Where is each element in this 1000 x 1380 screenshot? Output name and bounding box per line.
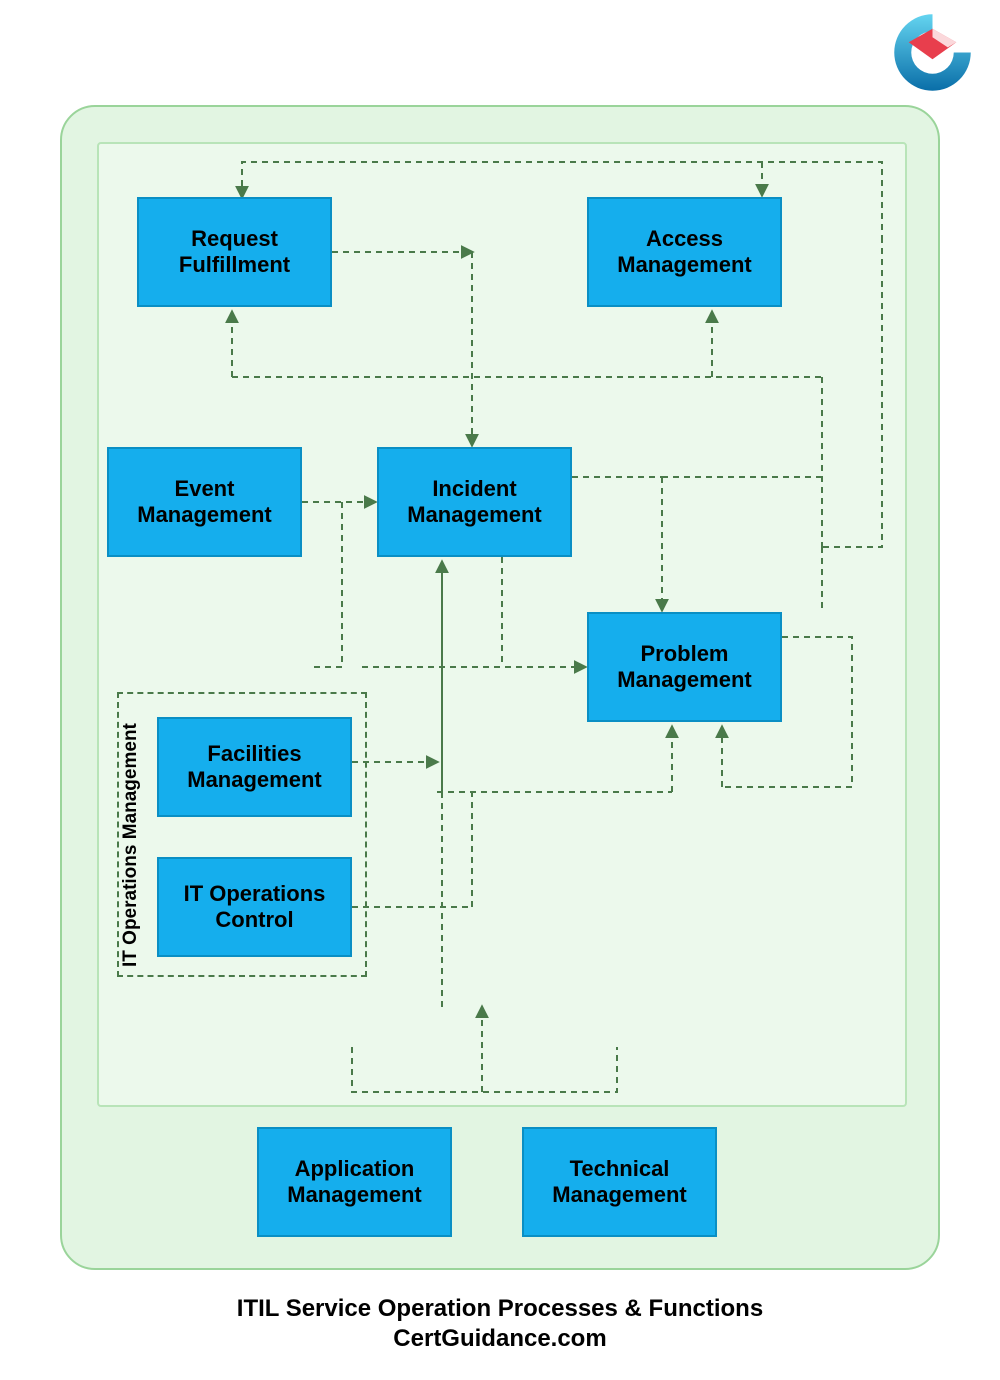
node-label: RequestFulfillment bbox=[179, 226, 290, 279]
diagram-title: ITIL Service Operation Processes & Funct… bbox=[0, 1295, 1000, 1323]
node-problem-management: ProblemManagement bbox=[587, 612, 782, 722]
node-technical-management: TechnicalManagement bbox=[522, 1127, 717, 1237]
node-facilities-management: FacilitiesManagement bbox=[157, 717, 352, 817]
node-event-management: EventManagement bbox=[107, 447, 302, 557]
it-ops-management-label: IT Operations Management bbox=[120, 707, 142, 967]
node-label: AccessManagement bbox=[617, 226, 751, 279]
outer-container: RequestFulfillment AccessManagement Even… bbox=[60, 105, 940, 1270]
node-label: EventManagement bbox=[137, 476, 271, 529]
node-application-management: ApplicationManagement bbox=[257, 1127, 452, 1237]
node-label: IncidentManagement bbox=[407, 476, 541, 529]
node-access-management: AccessManagement bbox=[587, 197, 782, 307]
node-label: ProblemManagement bbox=[617, 641, 751, 694]
node-label: IT OperationsControl bbox=[184, 881, 326, 934]
node-request-fulfillment: RequestFulfillment bbox=[137, 197, 332, 307]
node-it-ops-control: IT OperationsControl bbox=[157, 857, 352, 957]
node-incident-management: IncidentManagement bbox=[377, 447, 572, 557]
node-label: TechnicalManagement bbox=[552, 1156, 686, 1209]
node-label: FacilitiesManagement bbox=[187, 741, 321, 794]
diagram-source: CertGuidance.com bbox=[0, 1325, 1000, 1353]
node-label: ApplicationManagement bbox=[287, 1156, 421, 1209]
certguidance-logo bbox=[890, 10, 975, 95]
